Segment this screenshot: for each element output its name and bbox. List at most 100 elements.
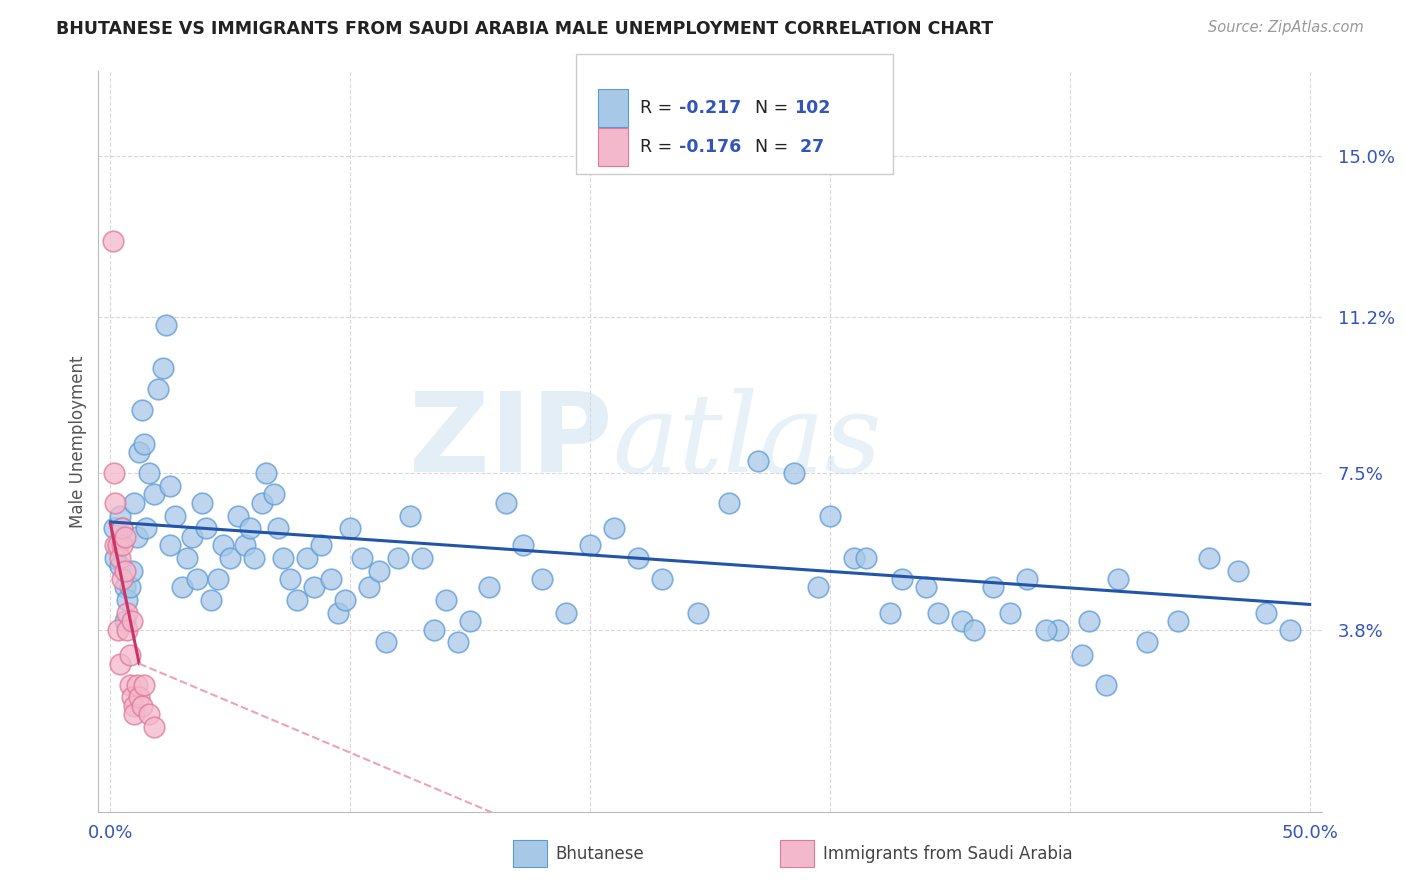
Point [155, 318, 177, 333]
Point [747, 453, 769, 467]
Point [111, 572, 134, 586]
Point [423, 623, 446, 637]
Point [135, 521, 157, 535]
Point [1094, 678, 1116, 692]
Point [267, 521, 290, 535]
Point [1015, 572, 1038, 586]
Point [718, 496, 741, 510]
Point [118, 678, 141, 692]
Point [1135, 635, 1157, 649]
Point [981, 581, 1004, 595]
Point [121, 564, 143, 578]
Point [375, 635, 398, 649]
Point [304, 581, 326, 595]
Point [603, 521, 626, 535]
Point [842, 550, 865, 565]
Point [104, 538, 127, 552]
Point [1279, 623, 1302, 637]
Point [212, 538, 235, 552]
Point [311, 538, 333, 552]
Point [411, 550, 433, 565]
Point [114, 530, 136, 544]
Point [108, 550, 131, 565]
Point [495, 496, 517, 510]
Point [172, 581, 194, 595]
Text: -0.176: -0.176 [679, 138, 741, 156]
Point [1256, 606, 1278, 620]
Point [142, 487, 165, 501]
Point [339, 521, 361, 535]
Point [132, 678, 155, 692]
Point [890, 572, 912, 586]
Point [512, 538, 534, 552]
Point [121, 690, 143, 705]
Point [138, 467, 160, 481]
Point [186, 572, 208, 586]
Point [963, 623, 986, 637]
Point [108, 559, 131, 574]
Point [233, 538, 256, 552]
Point [181, 530, 204, 544]
Point [879, 606, 901, 620]
Point [142, 720, 165, 734]
Point [103, 467, 125, 481]
Point [111, 538, 134, 552]
Point [124, 496, 146, 510]
Point [387, 550, 409, 565]
Point [207, 572, 229, 586]
Point [278, 572, 301, 586]
Point [250, 496, 273, 510]
Point [1198, 550, 1220, 565]
Point [104, 550, 127, 565]
Point [104, 496, 127, 510]
Point [359, 581, 381, 595]
Point [1167, 615, 1189, 629]
Point [1035, 623, 1057, 637]
Point [114, 564, 136, 578]
Point [128, 690, 150, 705]
Point [111, 521, 134, 535]
Point [1226, 564, 1249, 578]
Point [627, 550, 650, 565]
Point [165, 508, 187, 523]
Point [319, 572, 342, 586]
Point [115, 623, 138, 637]
Point [458, 615, 481, 629]
Point [271, 550, 294, 565]
Text: BHUTANESE VS IMMIGRANTS FROM SAUDI ARABIA MALE UNEMPLOYMENT CORRELATION CHART: BHUTANESE VS IMMIGRANTS FROM SAUDI ARABI… [56, 20, 994, 37]
Point [295, 550, 318, 565]
Point [927, 606, 949, 620]
Text: 102: 102 [794, 99, 831, 117]
Y-axis label: Male Unemployment: Male Unemployment [69, 355, 87, 528]
Point [263, 487, 285, 501]
Point [114, 581, 136, 595]
Point [531, 572, 554, 586]
Point [125, 678, 148, 692]
Point [352, 550, 374, 565]
Point [1046, 623, 1069, 637]
Point [111, 521, 134, 535]
Point [124, 698, 146, 713]
Point [159, 479, 181, 493]
Point [124, 707, 146, 722]
Point [287, 593, 309, 607]
Point [1107, 572, 1129, 586]
Point [108, 508, 131, 523]
Point [783, 467, 806, 481]
Point [1078, 615, 1101, 629]
Point [254, 467, 277, 481]
Text: Immigrants from Saudi Arabia: Immigrants from Saudi Arabia [823, 845, 1073, 863]
Point [478, 581, 501, 595]
Text: R =: R = [640, 138, 678, 156]
Point [121, 615, 143, 629]
Text: Source: ZipAtlas.com: Source: ZipAtlas.com [1208, 20, 1364, 35]
Text: atlas: atlas [612, 388, 882, 495]
Point [114, 615, 136, 629]
Point [125, 530, 148, 544]
Point [328, 606, 350, 620]
Point [226, 508, 249, 523]
Point [855, 550, 877, 565]
Point [107, 538, 129, 552]
Point [555, 606, 578, 620]
Point [103, 521, 125, 535]
